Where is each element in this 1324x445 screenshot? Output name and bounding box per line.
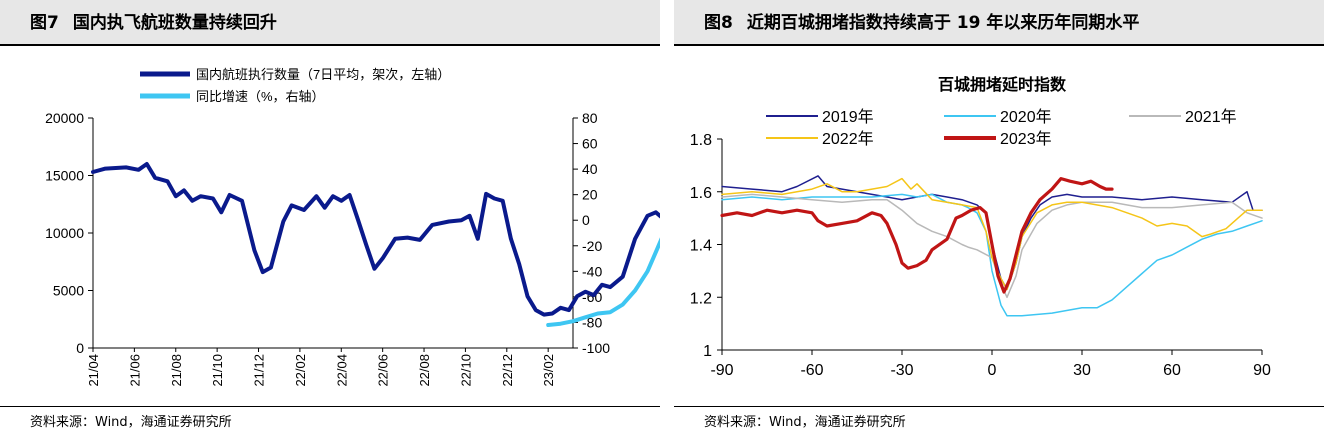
x-tick-label: 90 <box>1253 362 1271 379</box>
right-y-tick-label: -40 <box>582 263 602 279</box>
legend-label-2: 同比增速（%，右轴） <box>196 89 325 104</box>
y-tick-label: 1.6 <box>690 185 712 202</box>
left-y-tick-label: 20000 <box>45 110 84 126</box>
x-tick-label: 22/12 <box>500 354 515 387</box>
right-y-tick-label: 40 <box>582 161 598 177</box>
series-line-1 <box>91 162 660 317</box>
figure-7-number: 图7 <box>30 13 59 33</box>
x-tick-label: -30 <box>890 362 913 379</box>
x-tick-label: 22/02 <box>293 354 308 387</box>
y-tick-label: 1.4 <box>690 238 712 255</box>
x-tick-label: 21/08 <box>169 354 184 387</box>
right-y-tick-label: 80 <box>582 110 598 126</box>
series-line-2020年 <box>721 193 1263 317</box>
legend-label-5: 2023年 <box>1000 130 1052 148</box>
right-y-tick-label: 60 <box>582 136 598 152</box>
legend-label-2: 2020年 <box>1000 108 1052 126</box>
x-tick-label: 22/04 <box>334 354 349 387</box>
y-tick-label: 1.8 <box>690 132 712 149</box>
x-tick-label: 21/10 <box>210 354 225 387</box>
right-y-tick-label: -20 <box>582 238 602 254</box>
figure-7-title: 国内执飞航班数量持续回升 <box>72 13 277 33</box>
right-y-tick-label: -100 <box>582 340 610 356</box>
right-y-tick-label: 0 <box>582 212 590 228</box>
flights-chart: 05000100001500020000-100-80-60-40-200204… <box>45 67 660 387</box>
x-tick-label: -60 <box>800 362 823 379</box>
series-line-2023年 <box>720 177 1114 294</box>
x-tick-label: 22/06 <box>376 354 391 387</box>
figure-8-panel: 图8 近期百城拥堵指数持续高于 19 年以来历年同期水平 百城拥堵延时指数 1 1.… <box>674 0 1324 445</box>
figure-7-panel: 图7 国内执飞航班数量持续回升 0 5000 10000 15000 20000 -100 -… <box>0 0 660 445</box>
series-line-2022年 <box>721 177 1263 291</box>
y-tick-label: 1.2 <box>690 290 712 307</box>
figure-7-source: 资料来源：Wind，海通证券研究所 <box>0 406 660 445</box>
series-line-2 <box>546 237 660 327</box>
left-y-tick-label: 5000 <box>53 283 84 299</box>
x-tick-label: 30 <box>1073 362 1091 379</box>
figure-8-title-bar: 图8 近期百城拥堵指数持续高于 19 年以来历年同期水平 <box>674 0 1324 46</box>
congestion-chart: 百城拥堵延时指数 1 1.2 1.4 1.6 1.8 -90 -60 -30 0 30 60 90 2… <box>690 75 1271 379</box>
x-tick-label: 22/10 <box>458 354 473 387</box>
x-tick-label: 21/06 <box>127 354 142 387</box>
x-tick-label: 0 <box>988 362 997 379</box>
legend-label-1: 2019年 <box>822 108 874 126</box>
legend-label-4: 2022年 <box>822 130 874 148</box>
y-tick-label: 1 <box>703 343 712 360</box>
x-tick-label: 21/04 <box>86 354 101 387</box>
figure-8-source: 资料来源：Wind，海通证券研究所 <box>674 406 1324 445</box>
left-y-tick-label: 15000 <box>45 168 84 184</box>
x-tick-label: 60 <box>1163 362 1181 379</box>
right-y-tick-label: 20 <box>582 187 598 203</box>
x-tick-label: 21/12 <box>252 354 267 387</box>
congestion-chart-title: 百城拥堵延时指数 <box>938 75 1067 94</box>
figure-8-number: 图8 <box>704 13 733 33</box>
left-y-tick-label: 0 <box>76 340 84 356</box>
legend-label-3: 2021年 <box>1185 108 1237 126</box>
legend-label-1: 国内航班执行数量（7日平均，架次，左轴） <box>196 67 450 82</box>
x-tick-label: 22/08 <box>417 354 432 387</box>
x-tick-label: 23/02 <box>541 354 556 387</box>
figure-8-title: 近期百城拥堵指数持续高于 19 年以来历年同期水平 <box>746 13 1140 33</box>
x-tick-label: -90 <box>710 362 733 379</box>
figure-7-title-bar: 图7 国内执飞航班数量持续回升 <box>0 0 660 46</box>
left-y-tick-label: 10000 <box>45 225 84 241</box>
